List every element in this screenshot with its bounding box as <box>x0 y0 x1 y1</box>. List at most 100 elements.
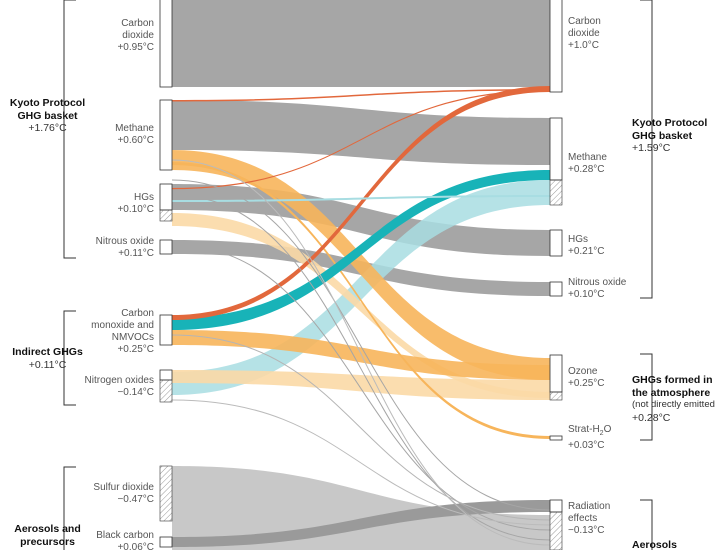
flow-co2-to-co2 <box>172 0 550 87</box>
flow-line-1 <box>171 179 551 511</box>
left-label-co-line3: NMVOCs <box>111 332 154 343</box>
flow-line-6 <box>171 159 551 546</box>
left-label-n2o-value: +0.11°C <box>118 248 154 259</box>
left-bracket-kyoto <box>63 0 76 259</box>
flow-hgs-to-co2 <box>172 90 550 190</box>
left-group-indirect-value: +0.11°C <box>28 358 67 371</box>
flow-co-to-co2 <box>172 86 550 320</box>
strat-h2o-suffix: O <box>603 424 612 435</box>
left-label-co2-line2: dioxide <box>122 30 154 41</box>
right-node-strat-h2o <box>549 435 563 441</box>
left-label-co-line1: Carbon <box>121 308 154 319</box>
left-bracket-aerosols <box>63 466 76 550</box>
right-label-ozone-value: +0.25°C <box>568 378 605 389</box>
right-group-aerosols-title: Aerosols <box>632 539 677 551</box>
left-label-methane: Methane +0.60°C <box>60 123 154 147</box>
right-label-strat-h2o-line1: Strat-H2O <box>568 424 638 440</box>
right-label-rad-value: −0.13°C <box>568 525 605 536</box>
left-label-co2-value: +0.95°C <box>117 42 154 53</box>
right-group-formed-title-2: the atmosphere <box>632 386 711 399</box>
left-label-co: Carbon monoxide and NMVOCs +0.25°C <box>60 308 154 356</box>
right-node-methane <box>549 117 563 181</box>
right-label-rad-line2: effects <box>568 513 598 524</box>
right-label-n2o-line1: Nitrous oxide <box>568 277 627 288</box>
flow-methane-to-co2 <box>172 89 550 102</box>
left-group-kyoto-value: +1.76°C <box>28 122 67 134</box>
left-node-nox <box>159 369 173 381</box>
left-group-kyoto: Kyoto Protocol GHG basket +1.76°C <box>0 97 95 135</box>
group-brackets <box>63 0 653 550</box>
right-label-strat-h2o: Strat-H2O +0.03°C <box>568 424 638 452</box>
right-bracket-aerosols <box>640 499 653 550</box>
right-group-kyoto-title-2: GHG basket <box>632 129 693 142</box>
left-group-kyoto-title-1: Kyoto Protocol <box>9 97 86 109</box>
right-node-bars <box>549 0 563 550</box>
left-label-bc-value: +0.06°C <box>117 542 154 553</box>
left-node-hgs <box>159 183 173 211</box>
flow-nox-to-ozone <box>172 370 550 400</box>
left-label-hgs-line1: HGs <box>134 192 154 203</box>
right-group-aerosols: Aerosols <box>632 539 714 552</box>
flow-methane-to-ozone <box>172 150 550 380</box>
left-node-hgs-hatch <box>159 209 173 222</box>
right-label-co2-line1: Carbon <box>568 16 601 27</box>
flow-line-5 <box>171 399 551 526</box>
flow-line-4 <box>171 334 551 521</box>
left-label-hgs-value: +0.10°C <box>117 204 154 215</box>
left-label-so2-value: −0.47°C <box>117 494 154 505</box>
flow-line-3 <box>171 244 551 531</box>
strat-h2o-subscript: 2 <box>599 430 604 437</box>
flow-so2-to-radiation <box>172 466 550 550</box>
left-label-n2o-line1: Nitrous oxide <box>95 236 154 247</box>
left-label-so2-line1: Sulfur dioxide <box>93 482 154 493</box>
right-node-n2o <box>549 281 563 297</box>
left-group-aerosols: Aerosols and precursors <box>0 523 95 548</box>
right-node-hgs <box>549 229 563 257</box>
right-group-kyoto-value: +1.59°C <box>632 142 671 154</box>
right-label-rad: Radiation effects −0.13°C <box>568 501 638 537</box>
left-label-co2: Carbon dioxide +0.95°C <box>60 18 154 54</box>
right-group-formed-title-1: GHGs formed in <box>632 374 713 386</box>
right-node-rad <box>549 499 563 513</box>
flow-hgs-to-methane <box>172 195 550 202</box>
left-label-bc: Black carbon +0.06°C <box>60 530 154 554</box>
strat-h2o-prefix: Strat-H <box>568 424 600 435</box>
right-node-ozone <box>549 354 563 393</box>
right-label-methane-value: +0.28°C <box>568 164 605 175</box>
left-node-nox-hatch <box>159 379 173 403</box>
left-group-aerosols-title-2: precursors <box>20 535 75 548</box>
flow-layer <box>171 0 551 550</box>
right-group-formed-note: (not directly emitted) <box>632 399 715 410</box>
left-node-n2o <box>159 239 173 255</box>
right-label-hgs-line1: HGs <box>568 234 588 245</box>
left-group-indirect-title: Indirect GHGs <box>12 346 83 358</box>
right-group-kyoto: Kyoto Protocol GHG basket +1.59°C <box>632 117 714 155</box>
left-group-indirect: Indirect GHGs +0.11°C <box>0 346 95 371</box>
left-node-bars <box>159 0 173 548</box>
right-node-rad-hatch <box>549 511 563 550</box>
right-node-methane-hatch <box>549 179 563 206</box>
left-node-co <box>159 314 173 346</box>
left-label-hgs: HGs +0.10°C <box>60 192 154 216</box>
left-group-kyoto-title-2: GHG basket <box>17 109 78 122</box>
flow-line-2 <box>171 194 551 541</box>
left-label-co-line2: monoxide and <box>91 320 154 331</box>
right-label-strat-h2o-value: +0.03°C <box>568 440 605 451</box>
flow-hgs-to-ozone <box>172 213 550 398</box>
right-node-co2 <box>549 0 563 93</box>
right-label-methane-line1: Methane <box>568 152 607 163</box>
left-label-bc-line1: Black carbon <box>96 530 154 541</box>
right-node-ozone-hatch <box>549 391 563 401</box>
right-bracket-formed <box>640 353 653 441</box>
flow-co-to-methane <box>172 170 550 330</box>
left-node-methane <box>159 99 173 171</box>
left-label-nox-value: −0.14°C <box>117 387 154 398</box>
flow-nox-to-methane <box>172 180 550 395</box>
right-label-hgs: HGs +0.21°C <box>568 234 638 258</box>
left-bracket-indirect <box>63 310 76 406</box>
right-label-co2-value: +1.0°C <box>568 40 599 51</box>
left-label-co2-line1: Carbon <box>121 18 154 29</box>
left-label-co-value: +0.25°C <box>117 344 154 355</box>
left-node-so2-hatch <box>159 465 173 522</box>
